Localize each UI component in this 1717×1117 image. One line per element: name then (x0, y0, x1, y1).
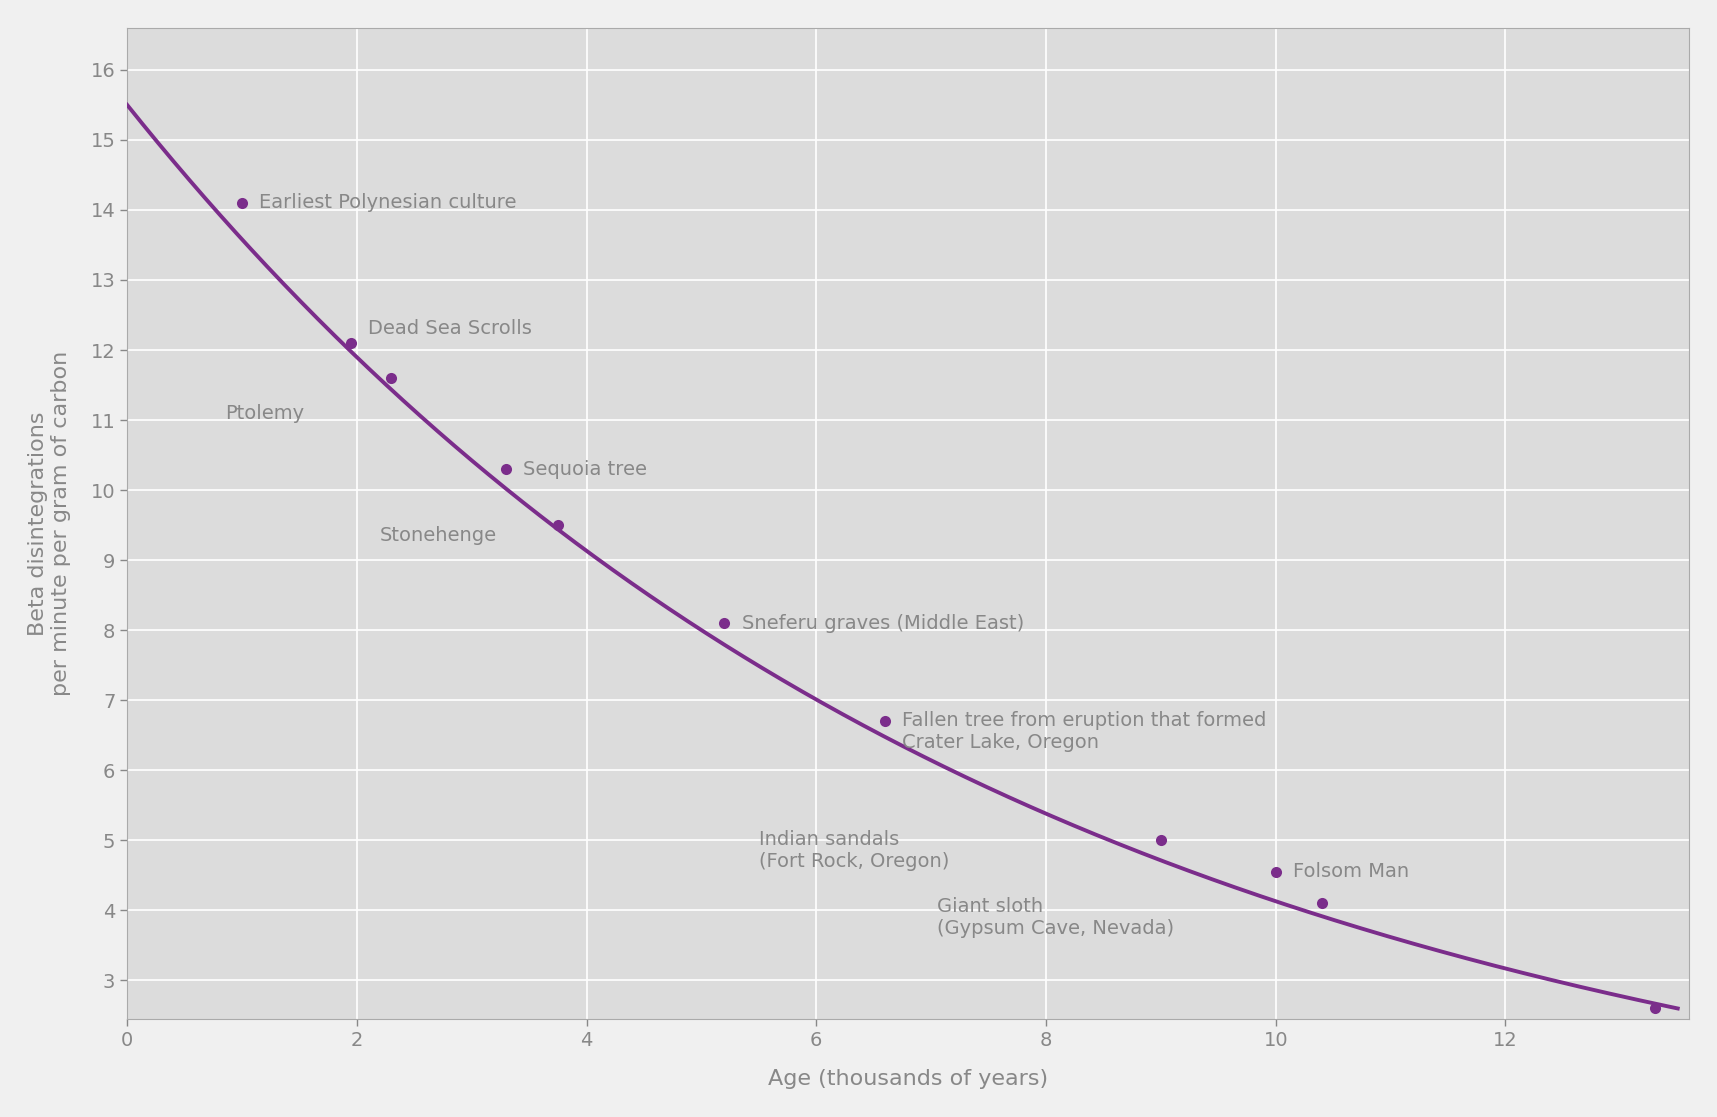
Text: Stonehenge: Stonehenge (379, 526, 496, 545)
Text: Dead Sea Scrolls: Dead Sea Scrolls (369, 319, 532, 338)
Text: Indian sandals
(Fort Rock, Oregon): Indian sandals (Fort Rock, Oregon) (759, 830, 950, 871)
Text: Folsom Man: Folsom Man (1293, 862, 1410, 881)
X-axis label: Age (thousands of years): Age (thousands of years) (767, 1069, 1047, 1089)
Text: Sneferu graves (Middle East): Sneferu graves (Middle East) (742, 613, 1023, 632)
Text: Fallen tree from eruption that formed
Crater Lake, Oregon: Fallen tree from eruption that formed Cr… (903, 712, 1267, 752)
Text: Earliest Polynesian culture: Earliest Polynesian culture (259, 193, 517, 212)
Text: Giant sloth
(Gypsum Cave, Nevada): Giant sloth (Gypsum Cave, Nevada) (937, 897, 1174, 938)
Y-axis label: Beta disintegrations
per minute per gram of carbon: Beta disintegrations per minute per gram… (27, 351, 70, 696)
Text: Sequoia tree: Sequoia tree (524, 459, 647, 478)
Text: Ptolemy: Ptolemy (225, 403, 304, 422)
